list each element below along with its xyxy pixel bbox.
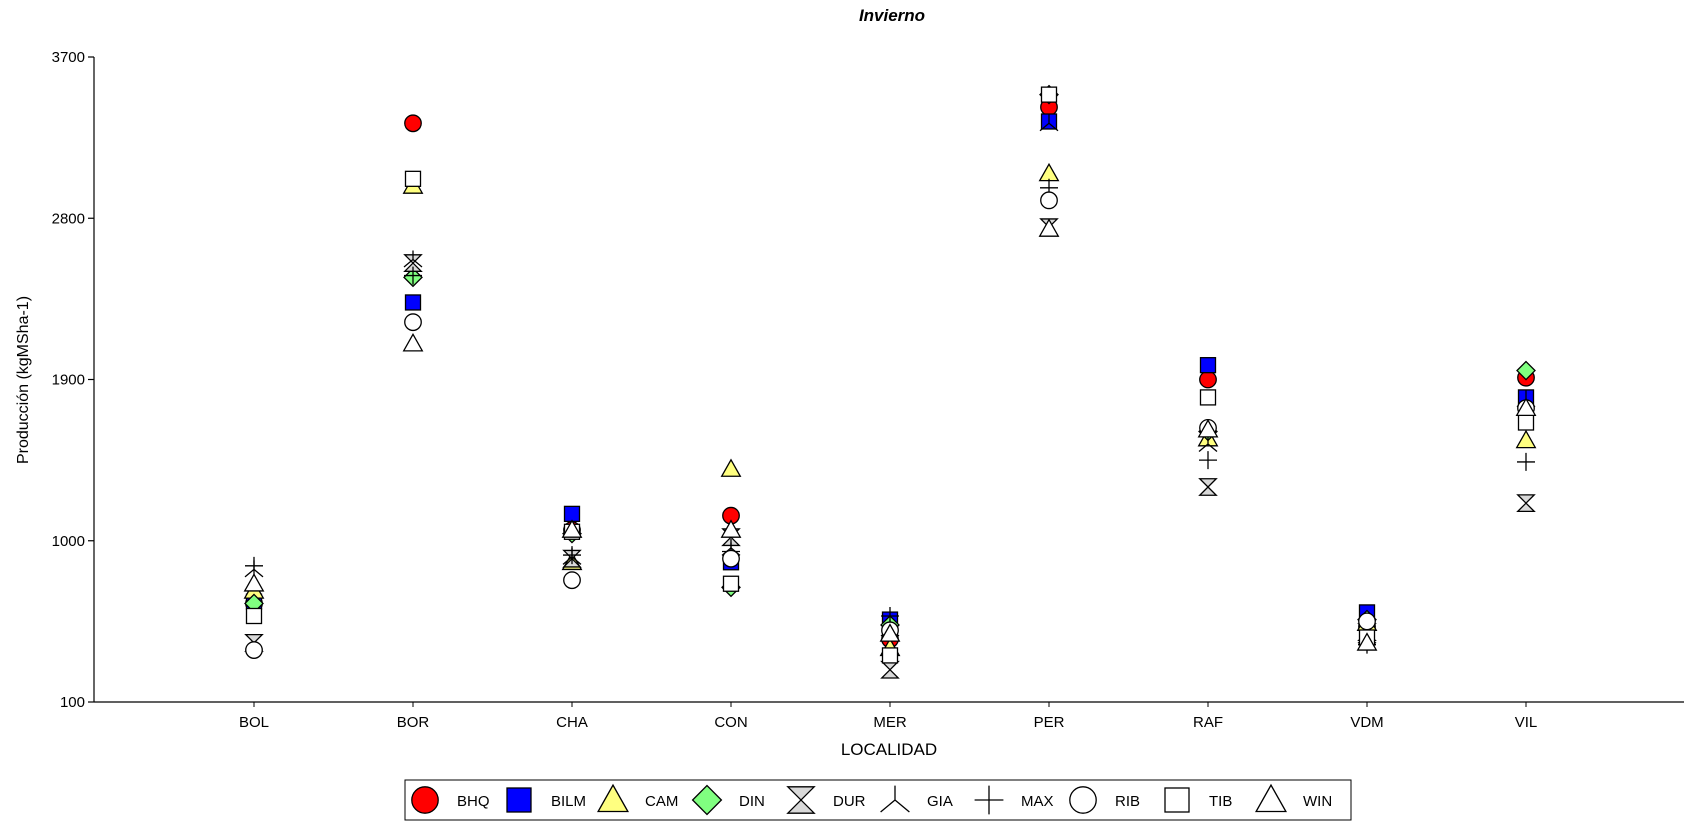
x-tick-label: BOR [397, 714, 430, 731]
point-dur-raf [1198, 478, 1218, 496]
x-tick-label: BOL [239, 714, 269, 731]
y-tick-label: 100 [60, 694, 85, 711]
legend-label-cam: CAM [645, 793, 678, 810]
point-rib-per [1040, 191, 1058, 210]
point-max-bol [245, 556, 263, 575]
point-win-vil [1515, 397, 1537, 417]
legend-marker-gia [880, 785, 910, 813]
point-din-vil [1516, 360, 1536, 381]
legend-marker-tib [1164, 787, 1190, 813]
point-win-con [720, 519, 742, 538]
y-tick-label: 1900 [52, 372, 85, 389]
legend-label-tib: TIB [1209, 793, 1232, 810]
y-tick-label: 1000 [52, 533, 85, 550]
point-dur-bor [403, 254, 423, 272]
point-bilm-bor [404, 294, 422, 311]
point-max-cha [563, 546, 581, 565]
x-tick-label: CHA [556, 714, 588, 731]
point-win-per [1038, 218, 1060, 237]
point-tib-vil [1517, 414, 1535, 431]
point-tib-per [1040, 86, 1058, 103]
x-tick-label: RAF [1193, 714, 1223, 731]
point-win-cha [561, 519, 583, 538]
point-tib-raf [1199, 389, 1217, 406]
point-max-vil [1517, 452, 1535, 471]
legend: BHQ BILM CAM DIN DUR GIA MAX RIB TIB WIN [404, 779, 1352, 821]
legend-items: BHQ BILM CAM DIN DUR GIA MAX RIB TIB WIN [411, 783, 1332, 816]
legend-marker-rib [1069, 786, 1097, 814]
x-tick-label: CON [714, 714, 747, 731]
point-max-bor [404, 266, 422, 285]
point-cam-per [1038, 162, 1060, 182]
x-tick-label: VIL [1515, 714, 1538, 731]
point-win-mer [879, 623, 901, 642]
legend-label-win: WIN [1303, 793, 1332, 810]
point-gia-per [1039, 114, 1059, 132]
point-cam-vil [1515, 429, 1537, 449]
x-tick-label: PER [1034, 714, 1065, 731]
chart-title: Invierno [859, 6, 925, 25]
point-dur-mer [880, 660, 900, 679]
point-tib-bor [404, 170, 422, 187]
legend-marker-win [1255, 783, 1287, 813]
legend-label-bilm: BILM [551, 793, 586, 810]
point-win-bol [243, 573, 265, 592]
legend-marker-bhq [411, 786, 439, 814]
point-rib-vdm [1358, 612, 1376, 631]
legend-marker-dur [786, 786, 816, 814]
point-dur-vil [1516, 494, 1536, 513]
x-tick-label: VDM [1350, 714, 1383, 731]
point-rib-cha [563, 571, 581, 590]
point-bilm-raf [1199, 357, 1217, 374]
point-tib-bol [245, 607, 263, 625]
point-win-vdm [1356, 632, 1378, 651]
legend-label-din: DIN [739, 793, 765, 810]
y-ticks: 100 1000 1900 2800 3700 [52, 49, 94, 711]
legend-label-max: MAX [1021, 793, 1054, 810]
point-rib-bor [404, 313, 422, 332]
legend-box [404, 779, 1352, 821]
legend-marker-max [974, 785, 1004, 815]
point-rib-bol [245, 641, 263, 659]
legend-label-gia: GIA [927, 793, 953, 810]
legend-marker-cam [597, 783, 629, 813]
data-points [243, 84, 1537, 679]
x-ticks: BOL BOR CHA CON MER PER RAF VDM VIL [239, 702, 1537, 731]
point-max-raf [1199, 451, 1217, 470]
y-tick-label: 2800 [52, 210, 85, 227]
legend-marker-din [691, 784, 723, 816]
point-tib-mer [881, 647, 899, 664]
legend-label-dur: DUR [833, 793, 866, 810]
legend-label-bhq: BHQ [457, 793, 490, 810]
point-cam-con [720, 458, 742, 477]
axes [93, 57, 1684, 703]
point-bilm-cha [563, 505, 581, 523]
point-tib-con [722, 575, 740, 592]
point-bhq-raf [1199, 370, 1217, 389]
point-win-bor [402, 333, 424, 352]
y-tick-label: 3700 [52, 49, 85, 66]
x-tick-label: MER [873, 714, 907, 731]
y-axis-label: Producción (kgMSha-1) [15, 296, 32, 464]
point-bhq-bor [404, 114, 422, 133]
x-axis-label: LOCALIDAD [841, 740, 937, 759]
point-gia-bor [403, 250, 423, 268]
point-rib-con [722, 549, 740, 568]
point-win-raf [1197, 419, 1219, 438]
legend-label-rib: RIB [1115, 793, 1140, 810]
legend-marker-bilm [506, 787, 532, 813]
